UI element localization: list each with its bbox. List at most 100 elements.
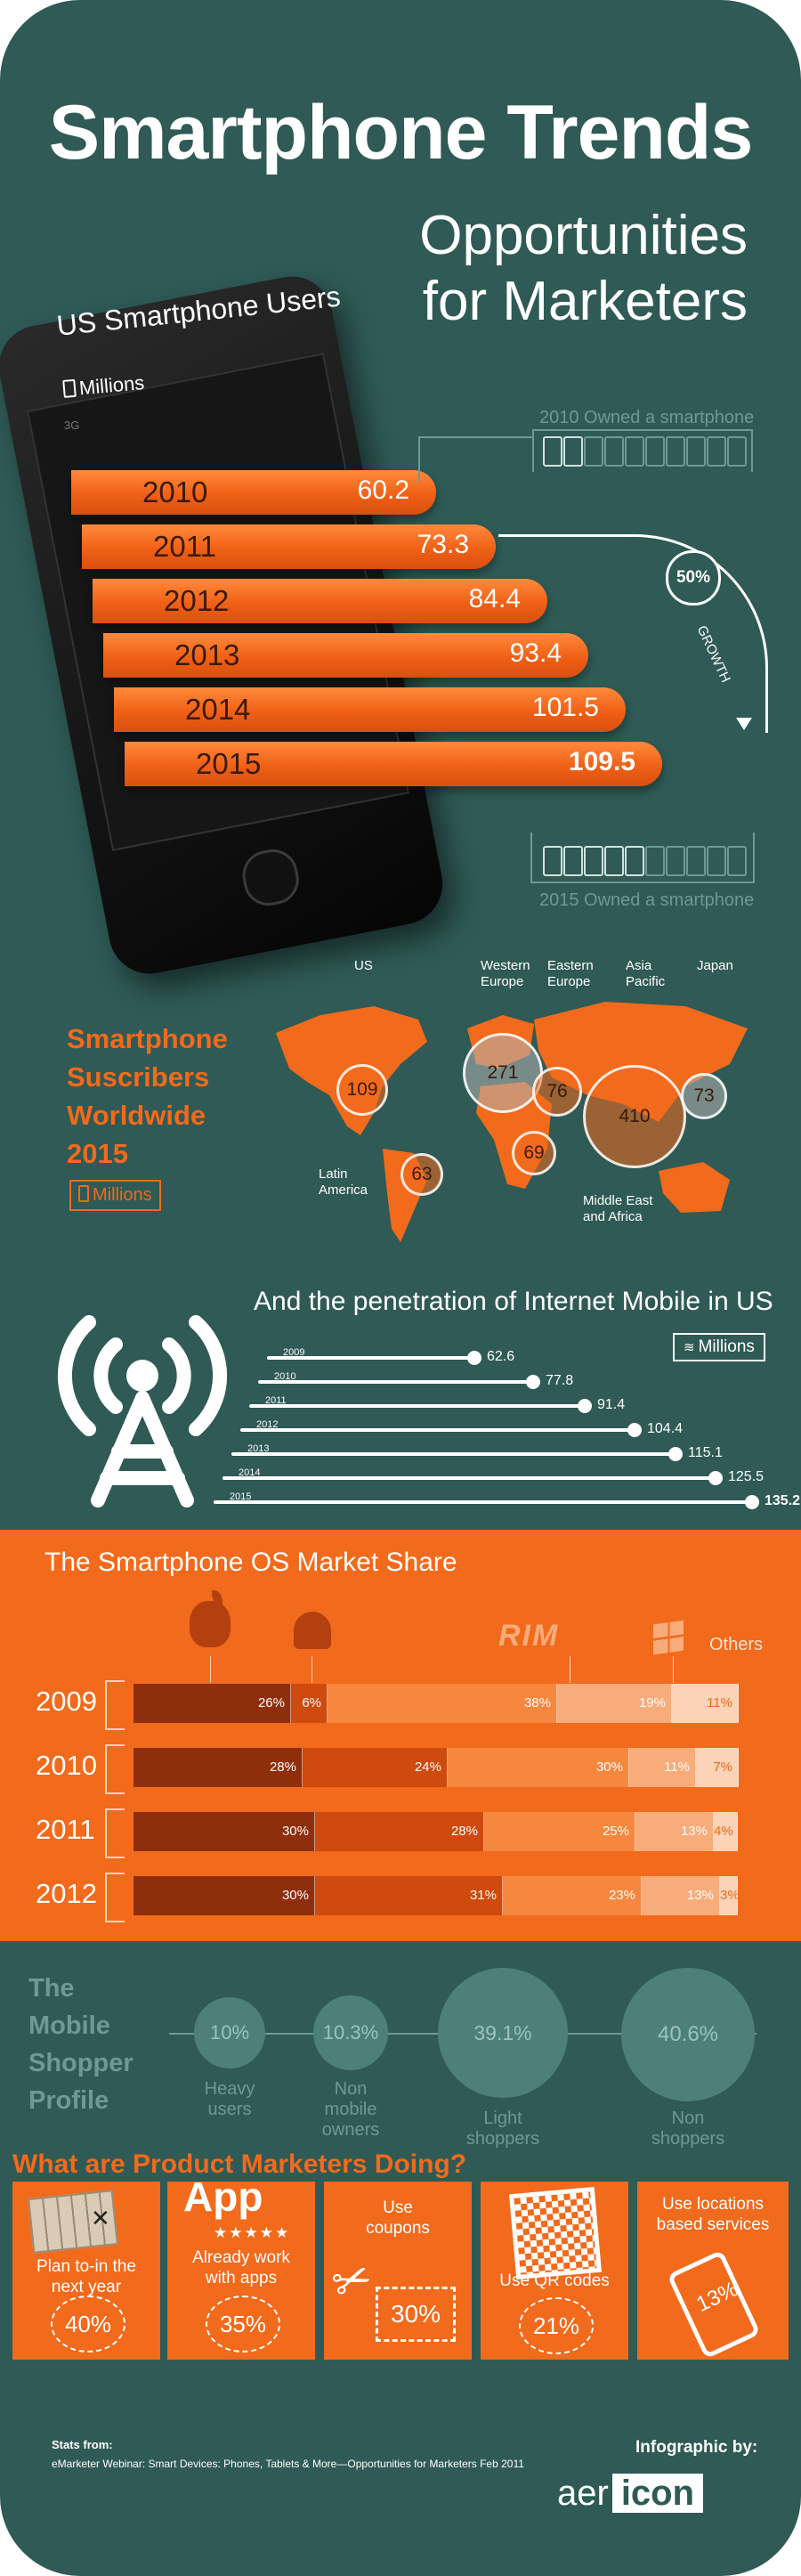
- rim-logo: RIM: [498, 1619, 560, 1653]
- marketers-title: What are Product Marketers Doing?: [12, 2149, 467, 2179]
- region-japan-marker: 73: [681, 1073, 727, 1119]
- os-share-segment: 4%: [714, 1812, 738, 1851]
- phone-icon: [604, 846, 624, 876]
- android-icon: [294, 1612, 331, 1649]
- phone-icon: [686, 436, 706, 467]
- stats-title: Stats from:: [52, 2438, 113, 2451]
- os-share-year: 2012: [36, 1878, 97, 1909]
- region-middle-east-label: Middle East and Africa: [583, 1193, 653, 1224]
- region-western-europe-marker: 271: [463, 1033, 543, 1113]
- os-share-year: 2009: [36, 1686, 97, 1717]
- legend-2015-bracket: [530, 833, 755, 883]
- tile-location: Use locations based services 13%: [637, 2182, 789, 2360]
- penetration-bar-value: 62.6: [487, 1349, 515, 1364]
- tile-coupons-label: Use coupons: [366, 2198, 430, 2238]
- phone-icon: [543, 436, 562, 467]
- phone-icon: [727, 846, 747, 876]
- tile-plan-label: Plan to-in the next year: [36, 2257, 136, 2296]
- penetration-bar-value: 104.4: [647, 1421, 684, 1436]
- region-japan-label: Japan: [697, 958, 733, 973]
- os-share-band: [0, 1530, 801, 1941]
- coupon-pct: 30%: [376, 2287, 456, 2342]
- phone-icon: [584, 436, 603, 467]
- apple-icon: [190, 1601, 231, 1647]
- phone-icon: [686, 846, 706, 876]
- os-share-segment: 11%: [629, 1748, 696, 1787]
- shopper-non-shoppers-label: Non shoppers: [651, 2109, 725, 2149]
- growth-arrow-icon: [736, 718, 752, 730]
- stats-text: eMarketer Webinar: Smart Devices: Phones…: [52, 2458, 524, 2470]
- tile-location-label: Use locations based services: [656, 2195, 770, 2234]
- penetration-unit: ≋ Millions: [673, 1333, 765, 1361]
- os-share-segment: 24%: [303, 1748, 448, 1787]
- apple-leaf-icon: [212, 1590, 222, 1605]
- shopper-heavy-users-label: Heavy users: [204, 2079, 255, 2119]
- us-users-bar-value: 60.2: [357, 475, 409, 505]
- os-share-title: The Smartphone OS Market Share: [44, 1548, 457, 1577]
- shopper-non-shoppers-circle: 40.6%: [621, 1968, 755, 2101]
- antenna-icon: [57, 1315, 228, 1507]
- status-bar-label: 3G: [64, 418, 80, 432]
- penetration-bar: [222, 1476, 712, 1480]
- us-users-bar-year: 2010: [142, 475, 208, 508]
- os-brand-guide: [210, 1656, 211, 1683]
- os-share-bracket: [105, 1744, 125, 1794]
- wifi-icon: ≋: [684, 1340, 695, 1355]
- tile-qr: Use QR codes 21%: [481, 2182, 628, 2360]
- phone-icon: [625, 846, 644, 876]
- os-share-segment: 28%: [315, 1812, 484, 1851]
- penetration-bar-year: 2013: [247, 1443, 270, 1454]
- phone-icon: [645, 436, 665, 467]
- shopper-non-owners-circle: 10.3%: [313, 1995, 388, 2070]
- app-badge: App: [183, 2174, 263, 2220]
- region-eastern-europe-marker: 76: [532, 1067, 582, 1117]
- penetration-bar: [249, 1404, 581, 1408]
- shopper-non-owners-label: Non mobile owners: [321, 2079, 380, 2140]
- penetration-bar-value: 91.4: [597, 1397, 626, 1412]
- penetration-bar: [214, 1500, 748, 1504]
- region-us-marker: 109: [336, 1064, 388, 1116]
- tile-apps-pct: 35%: [206, 2296, 280, 2353]
- us-users-bar-year: 2015: [196, 747, 262, 780]
- penetration-bar-value: 115.1: [688, 1445, 723, 1460]
- region-latin-america-label: Latin America: [319, 1166, 368, 1198]
- tile-coupons: Use coupons ✂ 30%: [324, 2182, 472, 2360]
- growth-badge: 50%: [666, 550, 721, 605]
- os-share-segment: 30%: [134, 1812, 315, 1851]
- os-share-segment: 30%: [448, 1748, 629, 1787]
- us-users-bar: 2012 84.4: [93, 579, 547, 623]
- legend-2015-label: 2015 Owned a smartphone: [539, 890, 755, 910]
- penetration-bar-value: 125.5: [728, 1469, 765, 1484]
- australia-shape: [659, 1162, 730, 1213]
- penetration-bar-year: 2014: [239, 1467, 261, 1478]
- growth-arc: [498, 534, 768, 733]
- os-share-segment: 6%: [291, 1684, 328, 1723]
- os-share-segment: 13%: [635, 1812, 714, 1851]
- rating-stars-icon: ★★★★★: [214, 2224, 291, 2241]
- subscribers-unit: Millions: [69, 1180, 161, 1211]
- phone-icon: [604, 436, 624, 467]
- scissors-icon: ✂: [325, 2250, 380, 2312]
- tile-qr-pct: 21%: [519, 2297, 594, 2354]
- us-users-bar-value: 109.5: [568, 747, 635, 776]
- os-share-segment: 7%: [696, 1748, 739, 1787]
- penetration-bar: [258, 1380, 530, 1384]
- os-share-year: 2010: [36, 1750, 97, 1781]
- penetration-bar-value: 135.2: [765, 1493, 801, 1508]
- penetration-bar-year: 2010: [274, 1371, 296, 1382]
- region-eastern-europe-label: Eastern Europe: [547, 958, 594, 989]
- phone-icon: [707, 436, 726, 467]
- us-users-bar-value: 73.3: [417, 530, 469, 559]
- penetration-bar-end: [526, 1375, 540, 1389]
- os-share-segment: 19%: [557, 1684, 672, 1723]
- penetration-bar-year: 2011: [265, 1395, 287, 1406]
- region-asia-pacific-marker: 410: [583, 1065, 686, 1168]
- legend-2010-label: 2010 Owned a smartphone: [539, 408, 755, 427]
- shopper-light-circle: 39.1%: [438, 1968, 568, 2098]
- os-share-segment: 3%: [720, 1876, 740, 1915]
- legend-2010-bracket: [532, 429, 753, 472]
- brand-logo: aer icon: [557, 2468, 704, 2518]
- phone-illustration: [0, 269, 450, 981]
- phone-icon: [563, 436, 583, 467]
